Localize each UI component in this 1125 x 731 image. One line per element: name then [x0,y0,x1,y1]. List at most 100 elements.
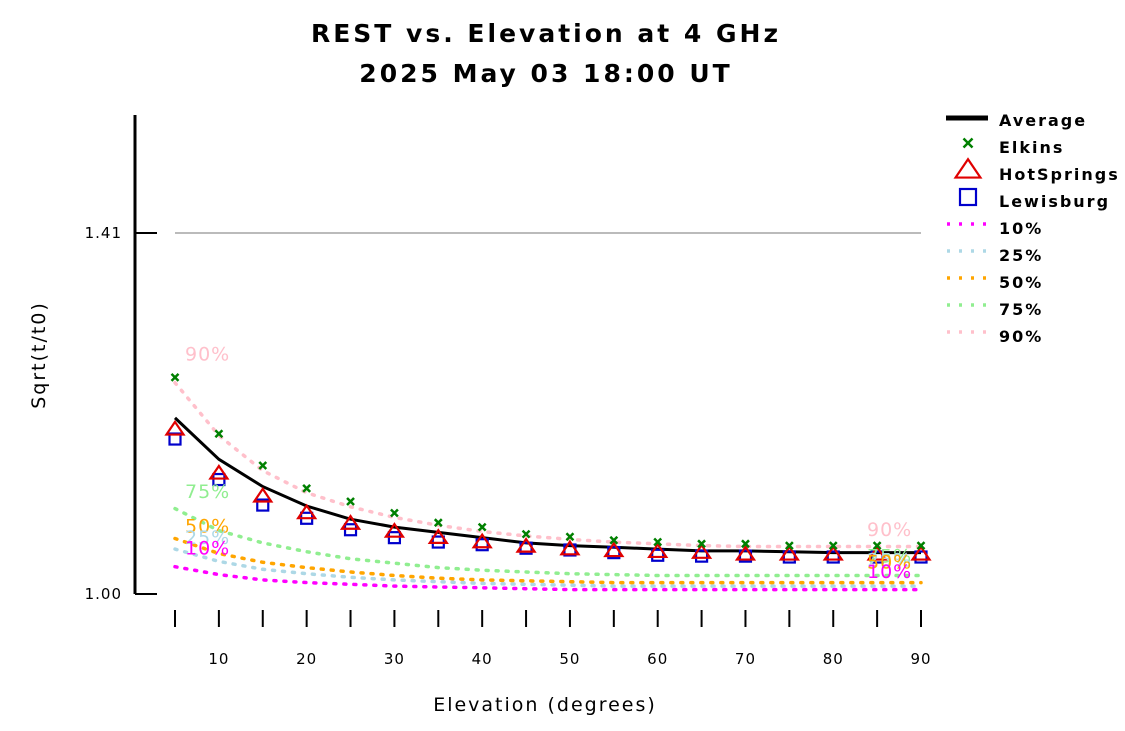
x-tick-label: 60 [647,650,668,668]
y-tick-label: 1.00 [85,585,122,603]
marker-elkins [916,541,926,550]
y-tick-label: 1.41 [85,224,122,242]
marker-hotsprings [866,544,888,561]
marker-elkins [653,537,663,547]
marker-elkins [609,535,619,545]
x-ticks: 10 20 30 40 50 60 70 80 90 [174,610,931,668]
legend-label: 50% [999,273,1043,292]
marker-hotsprings [296,503,318,520]
percentile-label: 50% [867,551,912,573]
legend-label: 75% [999,300,1043,319]
legend: Average Elkins HotSprings Lewisburg 10% 25% 50… [946,111,1120,346]
marker-hotsprings [778,544,800,561]
percentile-label: 90% [867,519,912,541]
marker-elkins [872,541,882,550]
percentile-label: 10% [185,537,230,559]
percentile-label: 75% [867,545,912,567]
marker-elkins-stroke [653,537,663,547]
marker-hotsprings [647,542,669,559]
marker-elkins [302,483,312,493]
legend-label: HotSprings [999,165,1120,184]
marker-elkins-stroke [609,535,619,545]
marker-elkins [170,373,180,382]
legend-item: 10% [947,219,1043,238]
marker-elkins [214,429,224,439]
marker-lewisburg [256,498,270,512]
legend-item: Elkins [962,137,1064,157]
marker-hotsprings [383,522,406,538]
legend-item: 90% [947,327,1043,346]
chart-subtitle: 2025 May 03 18:00 UT [359,59,732,88]
marker-hotsprings [471,532,493,549]
marker-hotsprings [339,514,362,530]
marker-elkins [433,518,443,528]
series-10pct-line [173,564,923,592]
legend-label: Elkins [999,138,1064,157]
marker-elkins-stroke [697,539,706,549]
x-tick-label: 10 [208,650,229,668]
marker-elkins [784,541,794,550]
marker-hotsprings [164,419,186,436]
percentile-label: 75% [185,481,230,503]
legend-item: Average [946,111,1085,130]
marker-hotsprings [515,537,537,553]
marker-elkins-stroke [170,373,180,382]
marker-hotsprings [822,544,844,561]
x-tick-label: 50 [559,650,580,668]
axes [133,115,137,594]
legend-swatch-marker-stroke [962,137,974,149]
marker-hotsprings [734,544,757,561]
legend-item: HotSprings [953,157,1120,184]
series-75pct-line [173,506,923,578]
percentile-label: 25% [185,527,230,549]
marker-elkins-stroke [828,541,838,550]
legend-item: 50% [947,273,1043,292]
marker-elkins-stroke [916,541,926,550]
legend-label: 90% [999,327,1043,346]
marker-elkins [346,497,355,506]
percentile-label: 90% [185,344,230,366]
marker-elkins-stroke [214,429,224,439]
percentile-labels: 90%75%50%25%10%90%75%25%50%10% [185,344,912,583]
marker-hotsprings [252,486,274,503]
marker-elkins [828,541,838,550]
marker-elkins [741,539,750,549]
marker-elkins [390,508,399,518]
percentile-label: 50% [185,515,230,537]
marker-elkins-stroke [346,497,355,506]
marker-hotsprings [603,541,625,558]
x-tick-label: 70 [735,650,756,668]
x-tick-label: 40 [472,650,493,668]
marker-elkins-stroke [433,518,443,528]
legend-label: 25% [999,246,1043,265]
marker-elkins-stroke [302,483,312,493]
legend-item: 25% [947,246,1043,265]
chart-title: REST vs. Elevation at 4 GHz [311,19,781,48]
y-ticks: 1.00 1.41 [85,224,157,603]
marker-elkins [565,532,575,542]
series-90pct-line [173,380,923,549]
legend-label: 10% [999,219,1043,238]
x-tick-label: 80 [823,650,844,668]
x-tick-label: 30 [384,650,405,668]
marker-elkins-stroke [521,529,531,539]
percentile-label: 10% [867,561,912,583]
x-tick-label: 20 [296,650,317,668]
legend-swatch-marker [958,187,978,207]
legend-item: Lewisburg [958,187,1108,211]
legend-item: 75% [947,300,1043,319]
marker-hotsprings [208,463,230,480]
marker-elkins-stroke [872,541,882,550]
marker-elkins [477,522,487,532]
percentile-label: 25% [867,550,912,572]
marker-elkins-stroke [390,508,399,518]
marker-elkins-stroke [565,532,575,542]
y-axis-label: Sqrt(t/t0) [28,301,50,409]
marker-elkins [697,539,706,549]
marker-hotsprings [427,528,449,544]
series-average-line [173,416,921,555]
marker-hotsprings [559,539,581,556]
plot-area [164,373,932,592]
x-tick-label: 90 [910,650,931,668]
